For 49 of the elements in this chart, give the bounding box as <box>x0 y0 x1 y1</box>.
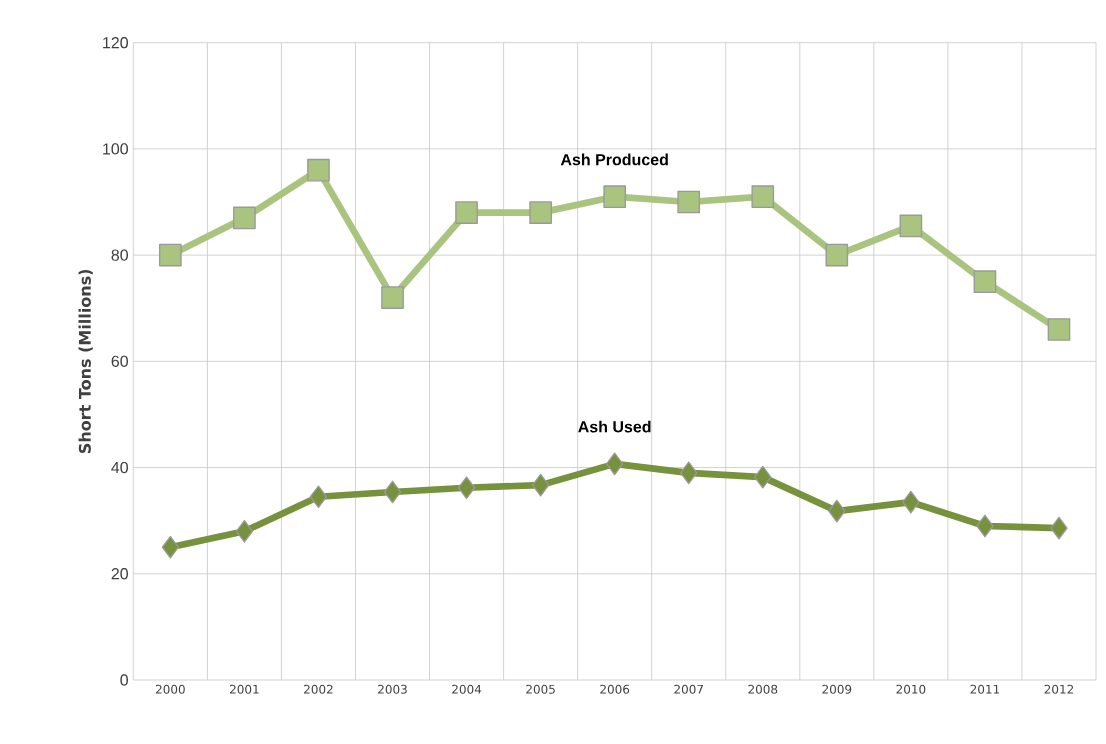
point <box>825 243 849 267</box>
x-tick-label: 2006 <box>600 684 630 694</box>
point <box>455 201 478 224</box>
point <box>383 480 402 504</box>
point <box>161 535 180 559</box>
y-tick-label: 60 <box>111 355 129 367</box>
point <box>307 158 330 182</box>
point <box>309 485 328 509</box>
x-tick-label: 2011 <box>970 684 1000 694</box>
point <box>531 473 550 497</box>
series-label: Ash Produced <box>560 153 668 166</box>
series-label: Ash Used <box>578 420 651 433</box>
point <box>603 185 627 209</box>
point <box>381 286 404 309</box>
y-tick-label: 120 <box>103 37 128 49</box>
x-tick-label: 2009 <box>822 684 852 694</box>
x-tick-label: 2002 <box>304 684 333 694</box>
x-tick-label: 2010 <box>896 684 926 694</box>
point <box>680 461 698 485</box>
x-tick-label: 2003 <box>378 684 407 694</box>
point <box>976 514 994 538</box>
y-tick-label: 100 <box>103 143 128 155</box>
point <box>1047 318 1071 341</box>
point <box>235 519 254 543</box>
point <box>606 452 624 476</box>
point <box>828 499 846 523</box>
x-tick-label: 2001 <box>230 684 259 694</box>
point <box>751 185 775 209</box>
x-tick-label: 2004 <box>452 684 482 694</box>
point <box>754 465 772 489</box>
y-tick-label: 40 <box>111 461 129 474</box>
point <box>159 243 182 267</box>
point <box>233 206 256 230</box>
y-tick-label: 80 <box>111 249 129 261</box>
point <box>1050 516 1068 540</box>
y-axis-title: Short Tons (Millions) <box>78 269 93 454</box>
x-tick-label: 2005 <box>526 684 555 694</box>
point <box>529 201 552 224</box>
x-tick-label: 2008 <box>748 684 778 694</box>
point <box>899 214 923 238</box>
point <box>902 490 920 514</box>
point <box>677 190 701 214</box>
x-tick-label: 2007 <box>674 684 703 694</box>
x-tick-label: 2000 <box>155 684 185 694</box>
x-tick-label: 2012 <box>1044 684 1074 694</box>
y-tick-label: 20 <box>111 568 129 580</box>
point <box>457 476 476 500</box>
point <box>973 270 997 293</box>
y-tick-label: 0 <box>120 674 129 686</box>
